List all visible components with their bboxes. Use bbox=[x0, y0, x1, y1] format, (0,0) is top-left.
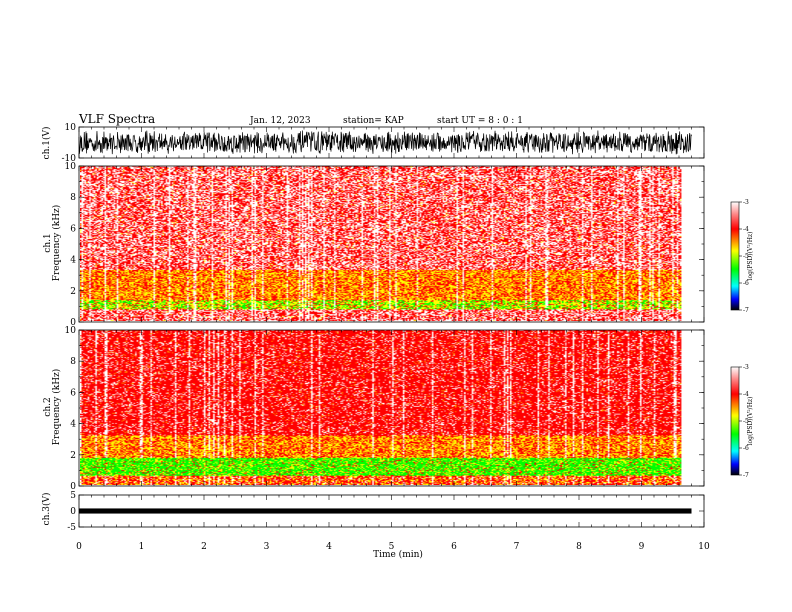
y-tick-label: 2 bbox=[70, 451, 76, 461]
x-tick-label: 7 bbox=[514, 542, 520, 552]
x-tick-label: 3 bbox=[264, 542, 270, 552]
x-axis-label: Time (min) bbox=[373, 549, 423, 560]
ch2-spectrogram-axis-label-line2: Frequency (kHz) bbox=[51, 369, 62, 446]
y-tick-label: 6 bbox=[70, 388, 76, 398]
x-tick-label: 2 bbox=[201, 542, 207, 552]
x-tick-label: 6 bbox=[451, 542, 457, 552]
x-tick-label: 8 bbox=[576, 542, 582, 552]
y-tick-label: 8 bbox=[70, 357, 76, 367]
ch1-spectrogram-image bbox=[80, 166, 692, 321]
y-tick-label: -10 bbox=[62, 154, 77, 164]
x-tick-label: 4 bbox=[326, 542, 332, 552]
ch3-voltage-axis-label: ch.3(V) bbox=[41, 493, 52, 526]
y-tick-label: 0 bbox=[70, 507, 76, 517]
ch1-colorbar-image bbox=[731, 202, 739, 310]
ch2-colorbar-label: log(PSD)(V²/Hz) bbox=[747, 397, 754, 446]
y-tick-label: 0 bbox=[70, 482, 76, 492]
station-label: station= KAP bbox=[343, 116, 404, 126]
colorbar-tick-label: -6 bbox=[743, 445, 749, 452]
colorbar-tick-label: -5 bbox=[743, 253, 749, 260]
ch1-waveform-trace bbox=[78, 130, 692, 155]
colorbar-tick-label: -5 bbox=[743, 418, 749, 425]
y-tick-label: 0 bbox=[70, 318, 76, 328]
colorbar-tick-label: -7 bbox=[743, 472, 749, 479]
y-tick-label: 10 bbox=[65, 326, 77, 336]
y-tick-label: 4 bbox=[70, 420, 76, 430]
y-tick-label: 5 bbox=[70, 491, 76, 501]
colorbar-tick-label: -3 bbox=[743, 199, 749, 206]
ch1-spectrogram-axis-label-line1: ch.1 bbox=[43, 233, 53, 252]
x-tick-label: 9 bbox=[639, 542, 645, 552]
ch3-waveform-band bbox=[79, 508, 692, 514]
x-tick-label: 1 bbox=[139, 542, 145, 552]
ch2-colorbar-image bbox=[731, 367, 739, 475]
colorbar-tick-label: -3 bbox=[743, 364, 749, 371]
ch2-spectrogram-axis-label-line1: ch.2 bbox=[43, 397, 53, 416]
x-tick-label: 5 bbox=[389, 542, 395, 552]
x-tick-label: 0 bbox=[76, 542, 82, 552]
y-tick-label: 10 bbox=[65, 162, 77, 172]
y-tick-label: 10 bbox=[65, 123, 77, 133]
y-tick-label: 2 bbox=[70, 287, 76, 297]
colorbar-tick-label: -4 bbox=[743, 391, 749, 398]
y-tick-label: 4 bbox=[70, 256, 76, 266]
y-tick-label: 8 bbox=[70, 193, 76, 203]
colorbar-tick-label: -4 bbox=[743, 226, 749, 233]
x-tick-label: 10 bbox=[698, 542, 710, 552]
ch1-colorbar-label: log(PSD)(V²/Hz) bbox=[747, 232, 754, 281]
colorbar-tick-label: -6 bbox=[743, 280, 749, 287]
y-tick-label: -5 bbox=[67, 523, 76, 533]
figure-title: VLF Spectra bbox=[78, 112, 155, 126]
date-label: Jan. 12, 2023 bbox=[249, 116, 311, 126]
y-tick-label: 6 bbox=[70, 224, 76, 234]
ch1-voltage-axis-label: ch.1(V) bbox=[41, 127, 52, 160]
ch1-spectrogram-axis-label-line2: Frequency (kHz) bbox=[51, 205, 62, 282]
start-time-label: start UT = 8 : 0 : 1 bbox=[437, 116, 523, 126]
colorbar-tick-label: -7 bbox=[743, 307, 749, 314]
ch2-spectrogram-image bbox=[80, 330, 692, 485]
